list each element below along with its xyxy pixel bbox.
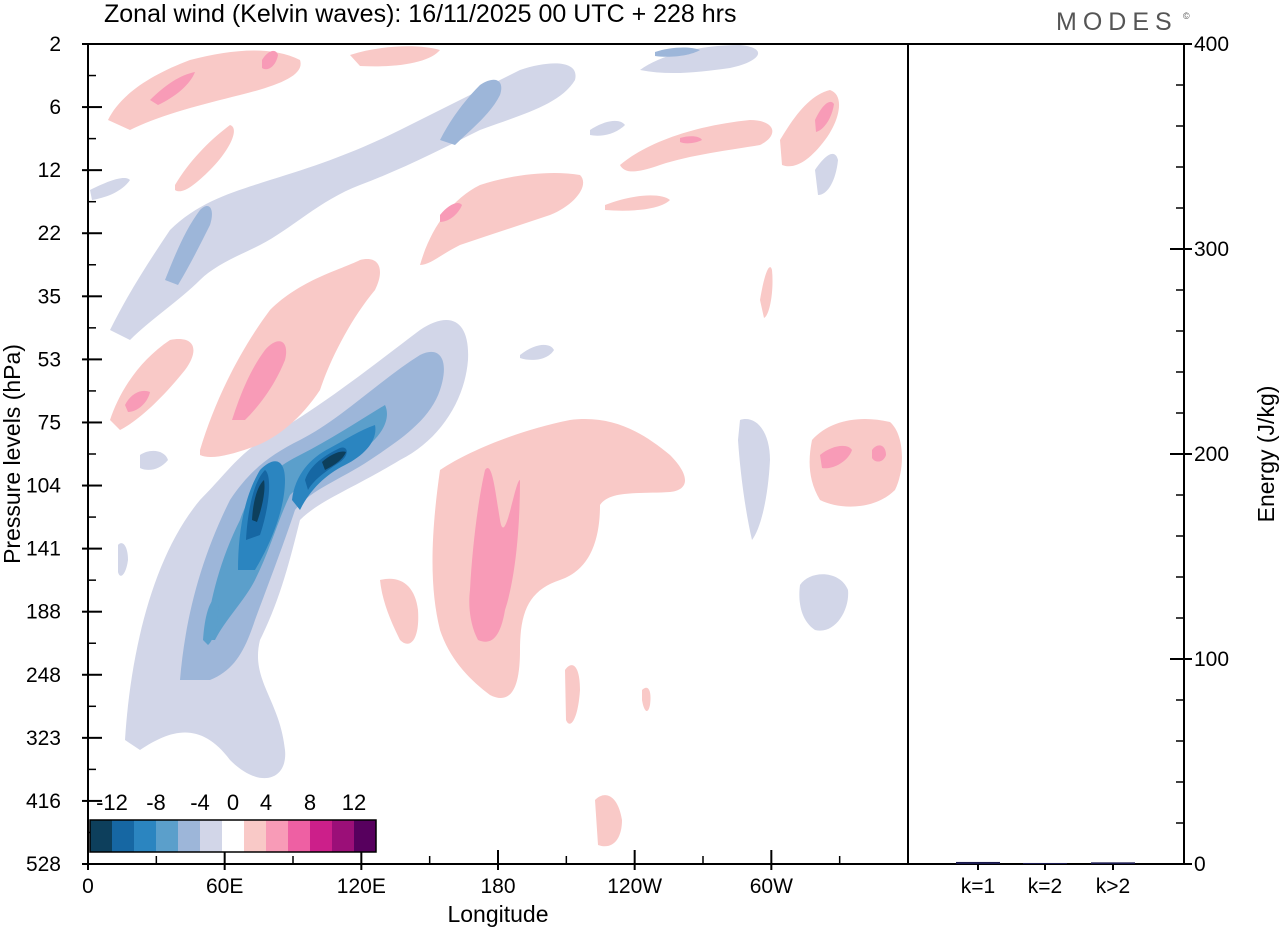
colorbar-label: -4	[190, 790, 210, 815]
energy-bar	[1091, 862, 1135, 864]
contour-neg-7	[203, 599, 219, 645]
colorbar-swatch	[288, 820, 310, 852]
contour-pos-central-2	[469, 468, 520, 642]
y-tick-label: 188	[26, 601, 61, 624]
x-tick-label: 60W	[750, 875, 793, 898]
colorbar-label: 8	[304, 790, 316, 815]
brand-copyright-mark: ©	[1183, 11, 1190, 21]
colorbar-swatch	[244, 820, 266, 852]
energy-tick-label: 100	[1194, 648, 1229, 671]
y-tick-label: 104	[26, 475, 61, 498]
x-tick-label: 60E	[206, 875, 243, 898]
y-tick-label: 22	[38, 222, 61, 245]
colorbar-frame	[89, 819, 377, 853]
contour-neg-4	[238, 425, 376, 570]
contour-neg-6	[252, 451, 346, 522]
energy-tick-label: 400	[1194, 33, 1229, 56]
y-tick-label: 35	[38, 285, 61, 308]
x-tick-label: 120E	[337, 875, 386, 898]
y-tick-label: 416	[26, 790, 61, 813]
contour-pos-central	[432, 419, 685, 698]
y-tick-label: 528	[26, 853, 61, 876]
colorbar-swatch	[178, 820, 200, 852]
colorbar-label: 12	[342, 790, 366, 815]
pressure-axis: 2 6 12 22 35 53 75 104 141 188 248 323 416 528	[26, 33, 102, 876]
energy-bar	[1023, 862, 1067, 864]
contour-pos-upper-left-2	[125, 341, 287, 420]
colorbar-swatch	[200, 820, 222, 852]
x-tick-label: 180	[480, 875, 515, 898]
contour-neg-3	[205, 405, 387, 640]
contour-neg-5	[246, 447, 347, 540]
colorbar-swatch	[266, 820, 288, 852]
x-tick-label: 120W	[607, 875, 662, 898]
y-tick-label: 141	[26, 538, 61, 561]
colorbar-label: 0	[227, 790, 239, 815]
y-tick-label: 248	[26, 664, 61, 687]
colorbar-legend: -12 -8 -4 0 4 8 12	[89, 790, 377, 853]
y-axis-title: Pressure levels (hPa)	[0, 344, 25, 564]
contour-neg-top-2	[655, 47, 700, 57]
colorbar-swatch	[112, 820, 134, 852]
energy-category-label: k=2	[1028, 875, 1062, 898]
energy-tick-label: 0	[1194, 853, 1206, 876]
colorbar-swatch	[156, 820, 178, 852]
y-tick-label: 323	[26, 727, 61, 750]
y-tick-label: 53	[38, 348, 61, 371]
brand-logo: MODES	[1056, 8, 1178, 36]
colorbar-label: -12	[96, 790, 128, 815]
y-tick-label: 12	[38, 159, 61, 182]
colorbar-label: 4	[260, 790, 272, 815]
chart-title: Zonal wind (Kelvin waves): 16/11/2025 00…	[104, 0, 737, 28]
longitude-axis: 0 60E 120E 180 120W 60W	[82, 850, 841, 898]
energy-category-label: k>2	[1096, 875, 1130, 898]
colorbar-swatch	[134, 820, 156, 852]
wind-contour-field	[90, 45, 902, 847]
y-tick-label: 2	[49, 33, 61, 56]
colorbar-label: -8	[146, 790, 166, 815]
energy-axis: 0 100 200 300 400	[1170, 33, 1229, 876]
colorbar-swatch	[90, 820, 112, 852]
energy-category-label: k=1	[961, 875, 995, 898]
contour-pos-upper-left	[110, 259, 380, 458]
colorbar-swatch	[332, 820, 354, 852]
x-tick-label: 0	[82, 875, 94, 898]
energy-tick-label: 300	[1194, 238, 1229, 261]
contour-neg-upper-2	[165, 79, 502, 285]
energy-bar	[956, 861, 1000, 864]
colorbar-swatch	[222, 820, 244, 852]
energy-bars: k=1 k=2 k>2	[956, 861, 1135, 898]
y-tick-label: 75	[38, 411, 61, 434]
x-axis-title: Longitude	[447, 901, 548, 927]
colorbar-swatch	[310, 820, 332, 852]
energy-axis-title: Energy (J/kg)	[1253, 386, 1279, 523]
colorbar-swatch	[354, 820, 376, 852]
y-tick-label: 6	[49, 96, 61, 119]
energy-tick-label: 200	[1194, 443, 1229, 466]
